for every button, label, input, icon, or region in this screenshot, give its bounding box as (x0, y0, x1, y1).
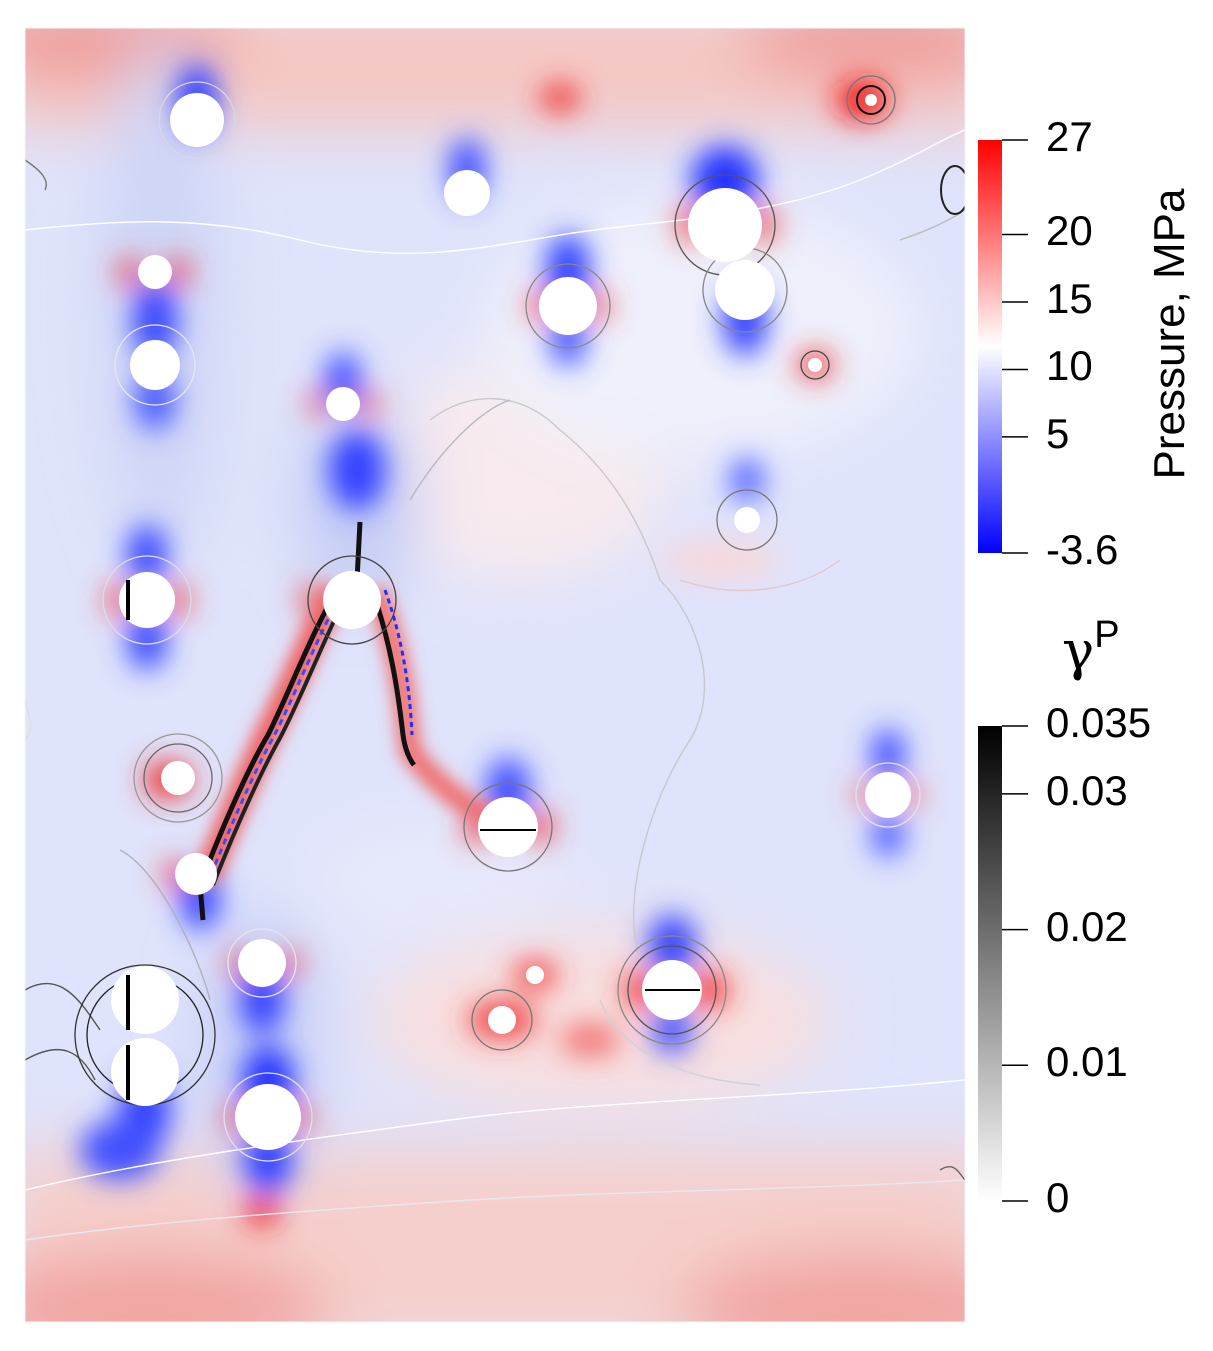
regional-shading (25, 28, 965, 1322)
pressure-colorbar (978, 139, 1028, 554)
plastic_strain-tick-label: 0.02 (1046, 902, 1128, 950)
contour-lines (25, 129, 965, 1241)
plastic_strain-tick-label: 0.035 (1046, 699, 1152, 746)
pressure-tick-label: 20 (1046, 207, 1093, 255)
pressure-colorbar-title: Pressure, MPa (1145, 188, 1194, 480)
pore-strain-marks (126, 580, 700, 1100)
pressure-tick-label: 15 (1046, 274, 1093, 322)
plastic_strain-tick-label: 0 (1046, 1174, 1070, 1221)
pressure-tick-label: -3.6 (1046, 526, 1119, 573)
pressure-field (25, 28, 965, 1322)
plastic_strain-tick-label: 0.01 (1046, 1038, 1128, 1086)
strain-colorbar (978, 725, 1028, 1202)
strain-title-superscript: P (1094, 614, 1120, 656)
pressure-tick-label: 5 (1046, 409, 1070, 457)
domain-frame (24, 27, 966, 1323)
plastic_strain-tick-label: 0.03 (1046, 766, 1128, 814)
strain-title-symbol: γ (1062, 619, 1095, 682)
pressure-colorbar-gradient (978, 140, 1002, 553)
strain-colorbar-gradient (978, 726, 1002, 1201)
pressure-tick-label: 10 (1046, 342, 1093, 390)
strain-colorbar-title: γP (1062, 616, 1120, 678)
pressure-tick-label: 27 (1046, 113, 1093, 160)
shear-band-strain (197, 521, 417, 921)
